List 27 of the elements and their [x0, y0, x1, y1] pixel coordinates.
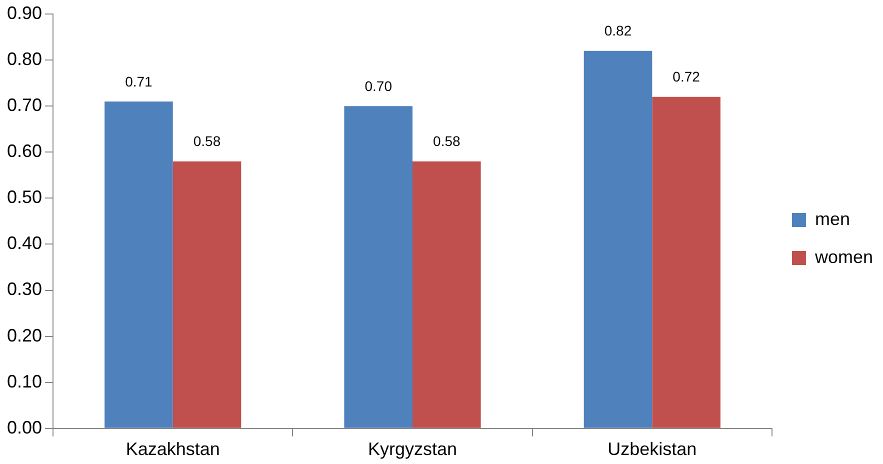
y-tick-label: 0.00 — [6, 417, 42, 438]
y-tick-label: 0.30 — [6, 279, 42, 300]
y-tick-label: 0.10 — [6, 371, 42, 392]
y-tick-label: 0.60 — [6, 141, 42, 162]
y-tick-label: 0.40 — [6, 233, 42, 254]
y-tick-label: 0.80 — [6, 49, 42, 70]
legend-label: men — [814, 208, 850, 229]
legend-label: women — [814, 246, 874, 267]
y-tick-label: 0.90 — [6, 2, 42, 23]
y-tick-label: 0.20 — [6, 325, 42, 346]
data-label: 0.70 — [364, 78, 392, 94]
bar — [104, 101, 173, 428]
x-tick-label: Uzbekistan — [608, 439, 697, 460]
bar — [584, 50, 652, 428]
bar — [172, 161, 242, 428]
data-label: 0.82 — [604, 22, 632, 39]
y-tick-label: 0.50 — [6, 187, 42, 208]
data-label: 0.58 — [433, 133, 460, 150]
bar — [652, 96, 720, 428]
bar — [344, 106, 413, 428]
x-tick-label: Kyrgyzstan — [368, 439, 458, 460]
x-tick-label: Kazakhstan — [126, 439, 220, 460]
data-label: 0.58 — [193, 133, 221, 150]
bar — [412, 161, 481, 428]
data-label: 0.71 — [125, 73, 153, 90]
data-label: 0.72 — [672, 68, 700, 85]
y-tick-label: 0.70 — [6, 95, 42, 116]
